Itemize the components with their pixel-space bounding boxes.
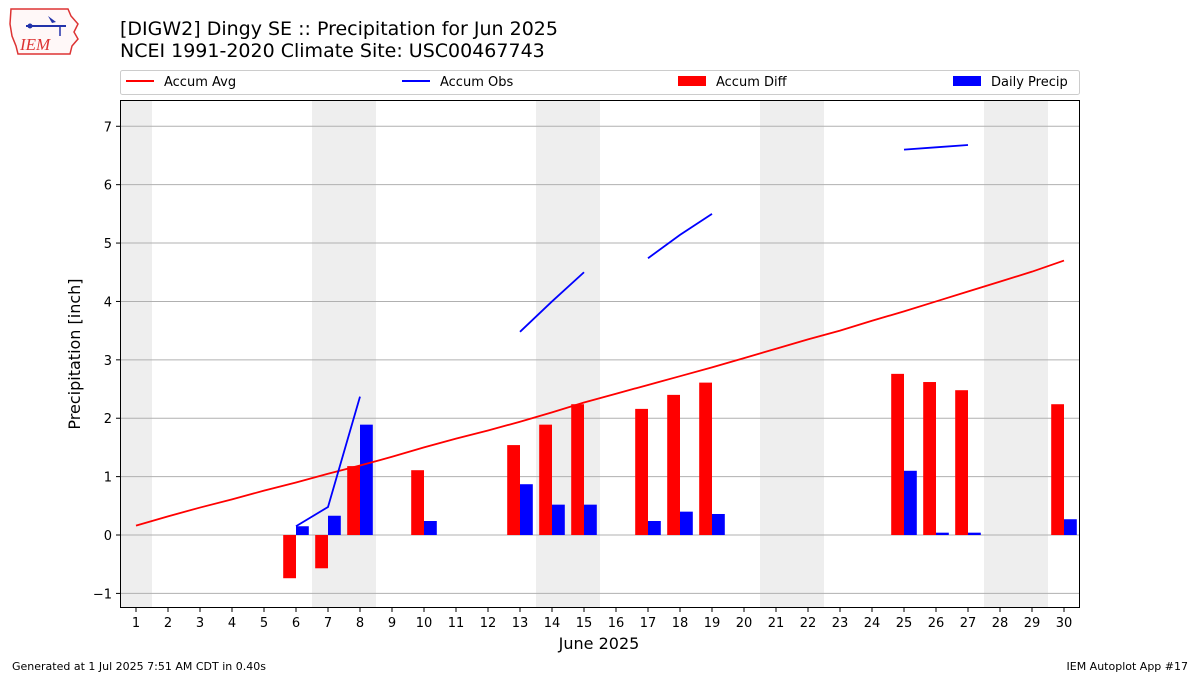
accum-obs-line [903, 144, 969, 151]
accum-obs-line [519, 271, 585, 333]
x-tick-label: 14 [544, 616, 561, 631]
x-tick-label: 9 [388, 616, 396, 631]
accum-diff-bar [539, 424, 552, 536]
accum-diff-bar [891, 373, 904, 536]
x-tick-label: 19 [704, 616, 721, 631]
accum-diff-bar [635, 408, 648, 536]
accum-obs-line [295, 396, 361, 528]
accum-diff-bar [315, 535, 328, 569]
x-tick-label: 26 [928, 616, 945, 631]
x-tick-label: 17 [640, 616, 657, 631]
legend: Accum Avg Accum Obs Accum Diff Daily Pre… [120, 70, 1080, 95]
daily-precip-bar [968, 532, 981, 536]
daily-precip-bar [648, 520, 661, 536]
x-tick-label: 23 [832, 616, 849, 631]
daily-precip-bar [552, 504, 565, 536]
chart-title-line1: [DIGW2] Dingy SE :: Precipitation for Ju… [120, 18, 558, 40]
accum-avg-line [135, 259, 1065, 527]
y-tick-label: 5 [104, 237, 112, 252]
x-tick-label: 11 [448, 616, 465, 631]
legend-accum-diff-label: Accum Diff [716, 75, 788, 90]
x-tick-label: 29 [1024, 616, 1041, 631]
legend-accum-avg-label: Accum Avg [164, 75, 236, 90]
x-tick-label: 21 [768, 616, 785, 631]
daily-precip-bar [712, 513, 725, 536]
daily-precip-bar [680, 511, 693, 536]
x-tick-label: 18 [672, 616, 689, 631]
accum-obs-line [647, 213, 713, 259]
x-tick-label: 30 [1056, 616, 1073, 631]
x-tick-label: 6 [292, 616, 300, 631]
daily-precip-bar [296, 526, 309, 536]
y-axis-label: Precipitation [inch] [65, 278, 84, 429]
iem-logo: IEM [8, 6, 82, 64]
weekend-band [120, 100, 152, 608]
x-tick-label: 16 [608, 616, 625, 631]
x-axis: 1 2 3 4 5 6 7 8 9 10 11 12 13 14 15 16 17 18 19 20 21 22 23 24 2… [132, 608, 1072, 631]
y-tick-label: 3 [104, 354, 112, 369]
y-tick-label: −1 [93, 587, 112, 602]
weekend-band [760, 100, 824, 608]
daily-precip-bar [904, 470, 917, 536]
x-tick-label: 28 [992, 616, 1009, 631]
y-tick-label: 1 [104, 471, 112, 486]
weekend-band [984, 100, 1048, 608]
x-tick-label: 25 [896, 616, 913, 631]
x-tick-label: 5 [260, 616, 268, 631]
legend-daily-precip-swatch [953, 76, 981, 86]
x-tick-label: 22 [800, 616, 817, 631]
accum-diff-bar [571, 404, 584, 536]
daily-precip-bar [520, 484, 533, 536]
x-tick-label: 3 [196, 616, 204, 631]
legend-accum-obs-label: Accum Obs [440, 75, 513, 90]
x-tick-label: 10 [416, 616, 433, 631]
legend-daily-precip-label: Daily Precip [991, 75, 1068, 90]
accum-diff-bar [923, 382, 936, 536]
x-tick-label: 4 [228, 616, 236, 631]
bar-series [283, 373, 1077, 579]
y-tick-label: 2 [104, 412, 112, 427]
plot-frame [120, 100, 1080, 608]
x-axis-label: June 2025 [558, 634, 640, 653]
accum-diff-bar [411, 470, 424, 536]
daily-precip-bar [936, 532, 949, 536]
x-tick-label: 15 [576, 616, 593, 631]
accum-diff-bar [283, 535, 296, 579]
accum-diff-bar [1051, 404, 1064, 536]
daily-precip-bar [1064, 519, 1077, 536]
x-tick-label: 20 [736, 616, 753, 631]
y-tick-label: 0 [104, 529, 112, 544]
svg-text:IEM: IEM [19, 35, 51, 54]
accum-diff-bar [955, 390, 968, 536]
accum-diff-bar [699, 382, 712, 536]
y-tick-label: 7 [104, 120, 112, 135]
x-tick-label: 12 [480, 616, 497, 631]
x-tick-label: 7 [324, 616, 332, 631]
footer-app-text: IEM Autoplot App #17 [1066, 660, 1189, 673]
x-tick-label: 27 [960, 616, 977, 631]
x-tick-label: 2 [164, 616, 172, 631]
x-tick-label: 8 [356, 616, 364, 631]
legend-accum-diff-swatch [678, 76, 706, 86]
accum-diff-bar [667, 394, 680, 536]
chart-title-line2: NCEI 1991-2020 Climate Site: USC00467743 [120, 40, 545, 62]
line-series [135, 144, 1065, 528]
grid-lines [120, 125, 1080, 594]
footer-generated-text: Generated at 1 Jul 2025 7:51 AM CDT in 0… [12, 660, 266, 673]
accum-diff-bar [347, 466, 360, 536]
accum-diff-bar [507, 445, 520, 536]
y-axis: −1 0 1 2 3 4 5 6 7 [93, 120, 120, 602]
y-tick-label: 4 [104, 295, 112, 310]
daily-precip-bar [584, 504, 597, 536]
daily-precip-bar [360, 424, 373, 536]
x-tick-label: 13 [512, 616, 529, 631]
x-tick-label: 24 [864, 616, 881, 631]
x-tick-label: 1 [132, 616, 140, 631]
y-tick-label: 6 [104, 179, 112, 194]
daily-precip-bar [424, 520, 437, 536]
daily-precip-bar [328, 515, 341, 536]
iem-logo-icon: IEM [9, 8, 79, 55]
